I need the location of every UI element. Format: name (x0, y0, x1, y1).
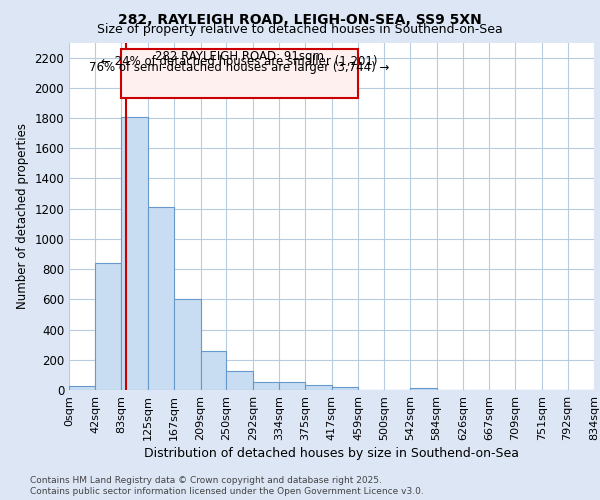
X-axis label: Distribution of detached houses by size in Southend-on-Sea: Distribution of detached houses by size … (144, 447, 519, 460)
Text: Contains public sector information licensed under the Open Government Licence v3: Contains public sector information licen… (30, 488, 424, 496)
Bar (95, 263, 121, 390)
Bar (279, 382, 305, 390)
FancyBboxPatch shape (121, 48, 358, 98)
Text: ← 24% of detached houses are smaller (1,201): ← 24% of detached houses are smaller (1,… (101, 56, 378, 68)
Bar (410, 388, 437, 390)
Y-axis label: Number of detached properties: Number of detached properties (16, 123, 29, 309)
Text: 282, RAYLEIGH ROAD, LEIGH-ON-SEA, SS9 5XN: 282, RAYLEIGH ROAD, LEIGH-ON-SEA, SS9 5X… (118, 12, 482, 26)
Bar (174, 300, 200, 390)
Bar (69, 386, 95, 390)
Text: 282 RAYLEIGH ROAD: 91sqm: 282 RAYLEIGH ROAD: 91sqm (155, 50, 324, 63)
Bar (226, 371, 253, 390)
Text: Contains HM Land Registry data © Crown copyright and database right 2025.: Contains HM Land Registry data © Crown c… (30, 476, 382, 485)
Text: 76% of semi-detached houses are larger (3,744) →: 76% of semi-detached houses are larger (… (89, 60, 390, 74)
Bar (305, 386, 331, 390)
Bar (148, 207, 174, 390)
Bar (331, 387, 358, 390)
Text: Size of property relative to detached houses in Southend-on-Sea: Size of property relative to detached ho… (97, 22, 503, 36)
Bar (253, 382, 279, 390)
Bar (121, 116, 148, 390)
Bar (200, 352, 226, 390)
